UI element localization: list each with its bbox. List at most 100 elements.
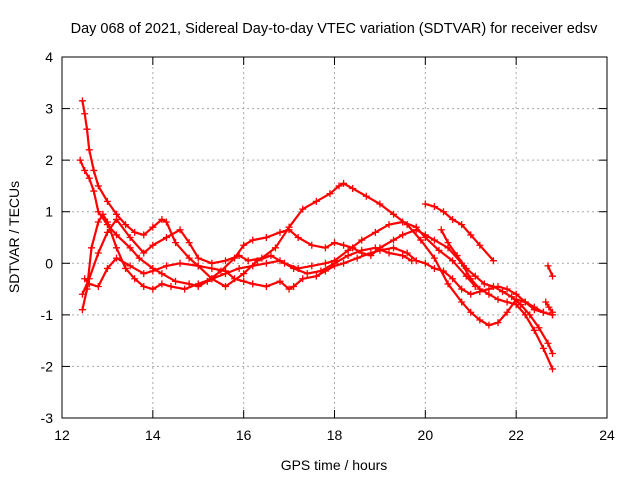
data-point [149, 241, 157, 249]
data-point [262, 282, 270, 290]
data-point [312, 197, 320, 205]
y-tick-label: 2 [45, 152, 53, 168]
data-point [503, 285, 511, 293]
data-point [399, 252, 407, 260]
data-point [94, 249, 102, 257]
data-point [340, 179, 348, 187]
data-point [449, 215, 457, 223]
data-point [94, 208, 102, 216]
data-point [249, 236, 257, 244]
data-point [458, 221, 466, 229]
series-line [79, 159, 554, 371]
data-point [126, 244, 134, 252]
data-point [358, 236, 366, 244]
data-point [78, 306, 86, 314]
data-point [467, 308, 475, 316]
data-point [149, 267, 157, 275]
data-point [521, 298, 529, 306]
data-point [172, 277, 180, 285]
series-trace-h [544, 262, 556, 280]
data-point [340, 259, 348, 267]
series-line [424, 202, 495, 262]
data-point [544, 262, 552, 270]
data-point [299, 205, 307, 213]
data-point [371, 228, 379, 236]
data-point [83, 125, 91, 133]
series-trace-i [542, 298, 556, 316]
data-point [349, 185, 357, 193]
data-point [430, 254, 438, 262]
y-tick-label: 1 [45, 204, 53, 220]
data-point [262, 234, 270, 241]
data-point [167, 282, 175, 290]
data-point [539, 344, 547, 352]
x-tick-label: 12 [54, 427, 70, 443]
data-point [485, 290, 493, 298]
data-point [262, 259, 270, 267]
data-point [126, 262, 134, 270]
plot-frame [61, 56, 608, 419]
data-point [376, 200, 384, 208]
data-point [290, 282, 298, 290]
data-point [421, 259, 429, 267]
data-point [385, 249, 393, 257]
data-point [399, 218, 407, 226]
series-trace-d [81, 218, 479, 290]
series-line [83, 220, 477, 288]
data-point [267, 252, 275, 260]
data-point [390, 236, 398, 244]
y-tick-labels: -3 -2 -1 0 1 2 3 4 [41, 49, 54, 426]
data-point [122, 264, 130, 272]
data-point [194, 254, 202, 262]
y-axis-label: SDTVAR / TECUs [6, 181, 22, 293]
data-point [185, 254, 193, 262]
data-point [458, 298, 466, 306]
data-point [467, 231, 475, 239]
data-point [462, 272, 470, 280]
data-point [294, 234, 302, 241]
data-point [253, 257, 261, 265]
grid [62, 57, 607, 418]
data-point [412, 223, 420, 231]
data-point [176, 259, 184, 267]
data-point [317, 267, 325, 275]
data-point [467, 290, 475, 298]
data-point [90, 166, 98, 174]
data-point [344, 252, 352, 260]
data-point [549, 350, 556, 358]
data-point [135, 254, 143, 262]
data-point [353, 254, 361, 262]
data-point [76, 156, 84, 164]
data-point [489, 282, 497, 290]
data-point [476, 285, 484, 293]
series-trace-c [78, 179, 556, 329]
data-point [158, 215, 166, 223]
data-point [358, 246, 366, 254]
data-point [88, 244, 96, 252]
data-point [113, 254, 120, 262]
series-line [546, 264, 554, 278]
data-point [140, 282, 148, 290]
data-point [367, 252, 375, 260]
data-point [417, 236, 425, 244]
x-tick-label: 22 [508, 427, 524, 443]
data-point [549, 308, 556, 316]
x-tick-labels: 12 14 16 18 20 22 24 [54, 427, 615, 443]
data-point [99, 210, 107, 218]
data-point [235, 264, 243, 272]
data-point [526, 311, 534, 319]
data-point [285, 223, 293, 231]
data-point [530, 326, 538, 334]
series-trace-g [437, 226, 556, 358]
data-point [335, 182, 343, 190]
data-point [530, 306, 538, 314]
data-point [437, 226, 445, 234]
data-point [140, 270, 148, 278]
data-point [162, 262, 170, 270]
data-point [85, 146, 93, 154]
data-point [340, 241, 348, 249]
data-point [222, 282, 229, 290]
data-point [371, 244, 379, 252]
data-point [476, 241, 484, 249]
